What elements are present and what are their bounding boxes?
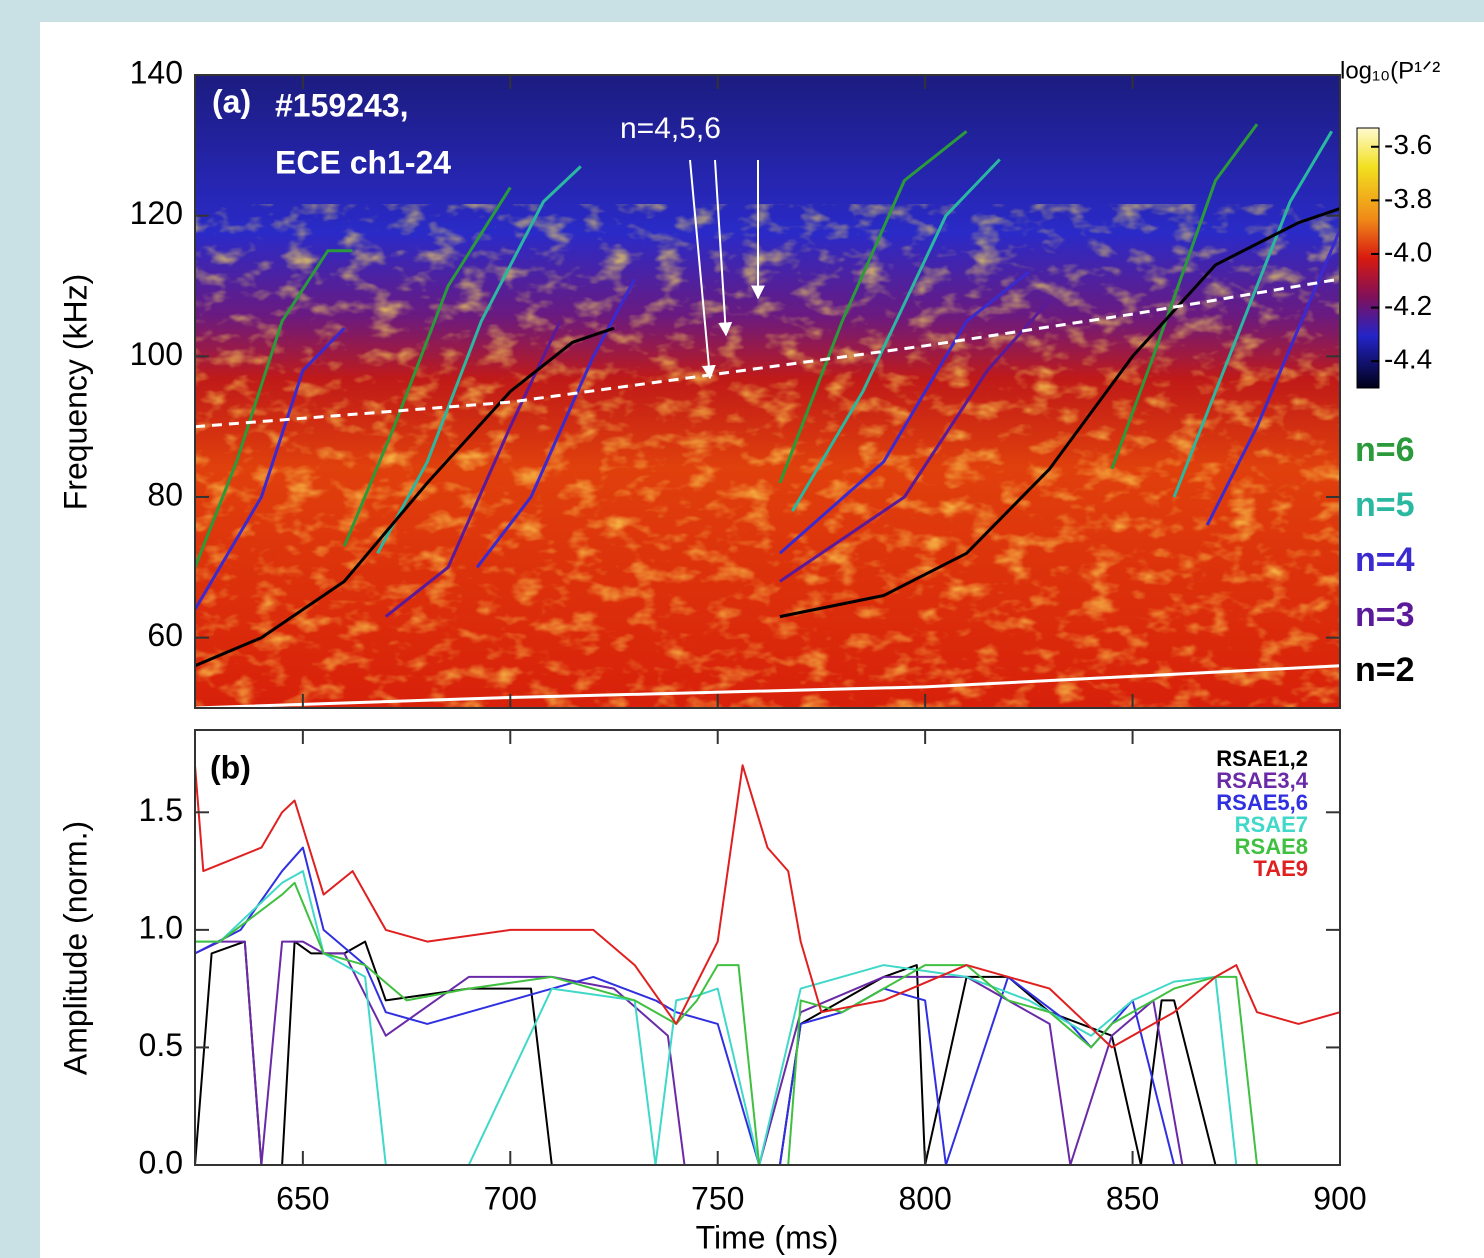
colorbar-label: log₁₀(P¹ᐟ²: [1340, 57, 1440, 84]
x-tick-label: 800: [898, 1180, 951, 1216]
x-tick-label: 900: [1313, 1180, 1366, 1216]
x-tick-label: 650: [276, 1180, 329, 1216]
x-tick-label: 750: [691, 1180, 744, 1216]
series-line: [195, 764, 1340, 1049]
annotation: n=4,5,6: [620, 112, 721, 145]
colorbar-tick-label: -4.0: [1384, 236, 1432, 267]
legend-entry: TAE9: [1253, 856, 1308, 881]
y-tick-label: 120: [130, 195, 183, 231]
annotation: ECE ch1-24: [275, 144, 451, 180]
colorbar: [1356, 127, 1380, 389]
y-axis-label: Amplitude (norm.): [57, 821, 93, 1075]
series-line: [195, 940, 1184, 1165]
legend-entry: RSAE8: [1235, 834, 1308, 859]
annotation-arrows: [689, 159, 765, 380]
series-line: [195, 229, 1340, 611]
series-line: [195, 207, 1340, 668]
plot-frame: [194, 729, 1341, 1166]
y-tick-label: 80: [147, 476, 183, 512]
y-tick-label: 0.0: [139, 1144, 183, 1180]
y-tick-label: 1.5: [139, 792, 183, 828]
series-line: [384, 299, 1051, 618]
legend-entry: RSAE1,2: [1216, 746, 1308, 771]
x-tick-label: 850: [1106, 1180, 1159, 1216]
legend-entry: n=3: [1355, 596, 1415, 634]
series-line: [376, 130, 1333, 555]
y-tick-label: 100: [130, 336, 183, 372]
plot-lines: [195, 764, 1340, 1165]
plot-frame: [194, 74, 1341, 709]
plot-lines: [195, 123, 1340, 708]
y-axis-label: Frequency (kHz): [57, 274, 93, 511]
series-line: [195, 277, 1340, 429]
colorbar-tick-label: -4.4: [1384, 344, 1432, 375]
y-tick-label: 140: [130, 54, 183, 90]
x-tick-label: 700: [484, 1180, 537, 1216]
spectrogram: [195, 75, 1340, 708]
x-axis-label: Time (ms): [696, 1219, 839, 1255]
series-line: [195, 881, 1258, 1165]
legend-entry: n=4: [1355, 541, 1415, 579]
y-tick-label: 1.0: [139, 909, 183, 945]
series-line: [195, 870, 1238, 1165]
series-line: [195, 664, 1340, 708]
y-tick-label: 0.5: [139, 1027, 183, 1063]
colorbar-tick-label: -4.2: [1384, 290, 1432, 321]
y-tick-label: 60: [147, 617, 183, 653]
panel-label: (a): [212, 83, 251, 119]
series-line: [195, 940, 1217, 1165]
colorbar-tick-label: -3.6: [1384, 129, 1432, 160]
annotation: #159243,: [275, 87, 408, 123]
legend-entry: RSAE5,6: [1216, 790, 1308, 815]
legend-entry: n=2: [1355, 651, 1415, 689]
legend-entry: RSAE3,4: [1216, 768, 1308, 793]
legend-entry: n=5: [1355, 486, 1415, 524]
legend-entry: n=6: [1355, 431, 1415, 469]
colorbar-tick-label: -3.8: [1384, 183, 1432, 214]
series-line: [195, 123, 1259, 568]
panel-label: (b): [210, 749, 251, 785]
legend-entry: RSAE7: [1235, 812, 1308, 837]
